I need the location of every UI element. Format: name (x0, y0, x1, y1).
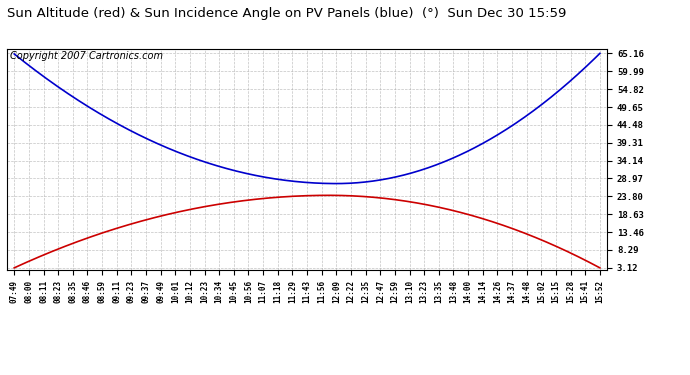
Text: Copyright 2007 Cartronics.com: Copyright 2007 Cartronics.com (10, 51, 163, 61)
Text: Sun Altitude (red) & Sun Incidence Angle on PV Panels (blue)  (°)  Sun Dec 30 15: Sun Altitude (red) & Sun Incidence Angle… (7, 8, 566, 21)
